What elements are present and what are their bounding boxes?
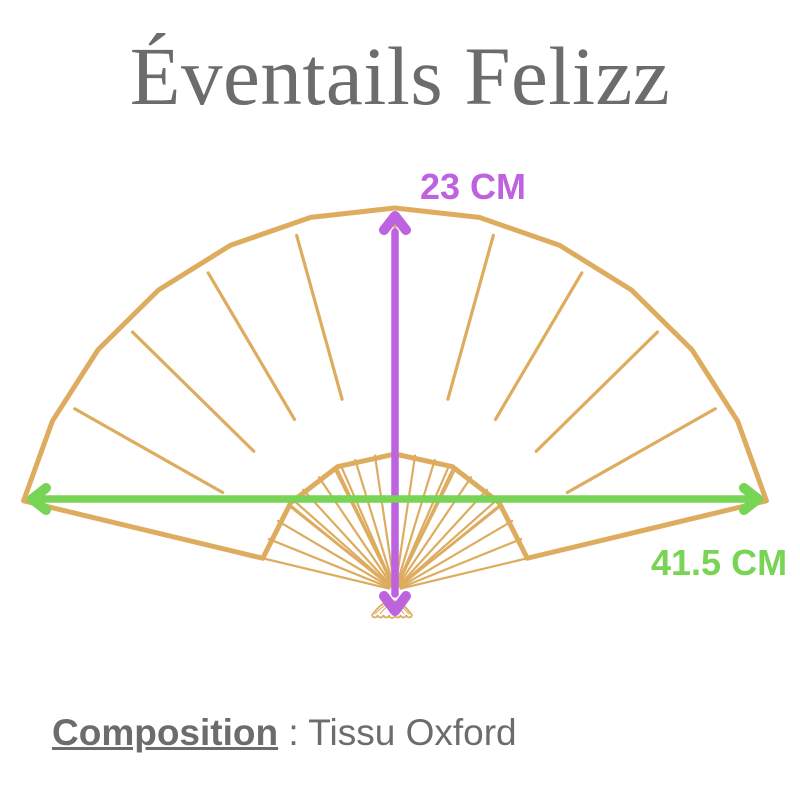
svg-text:41.5 CM: 41.5 CM [651,542,787,583]
svg-text:23 CM: 23 CM [420,166,526,207]
